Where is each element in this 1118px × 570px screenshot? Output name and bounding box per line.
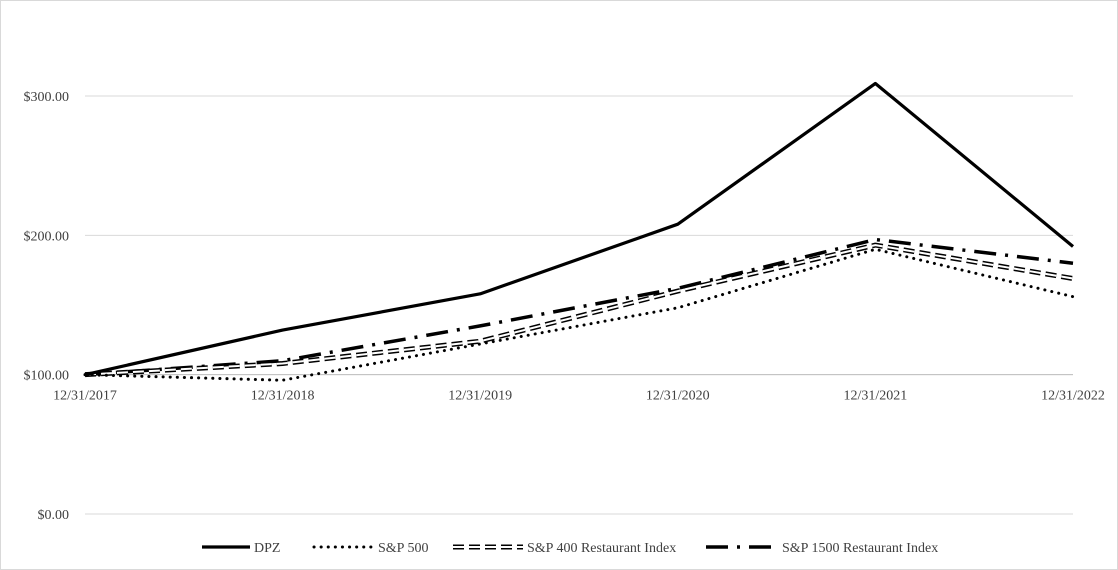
legend-item-sp-500: S&P 500 bbox=[312, 541, 428, 556]
legend: DPZ S&P 500 S&P 400 Restaurant Index S&P 15… bbox=[202, 541, 938, 556]
y-tick-label: $300.00 bbox=[24, 90, 70, 105]
legend-label: S&P 400 Restaurant Index bbox=[527, 541, 676, 556]
y-tick-label: $0.00 bbox=[38, 508, 70, 523]
legend-item-dpz: DPZ bbox=[202, 541, 280, 556]
x-tick-label: 12/31/2020 bbox=[646, 389, 710, 404]
x-tick-label: 12/31/2019 bbox=[448, 389, 512, 404]
x-tick-label: 12/31/2018 bbox=[251, 389, 315, 404]
x-tick-label: 12/31/2017 bbox=[53, 389, 117, 404]
legend-item-sp-1500-restaurant-index: S&P 1500 Restaurant Index bbox=[706, 541, 938, 556]
y-tick-label: $100.00 bbox=[24, 369, 70, 384]
y-axis-ticks: $0.00 $100.00 $200.00 $300.00 bbox=[24, 90, 70, 523]
legend-item-sp-400-restaurant-index: S&P 400 Restaurant Index bbox=[453, 541, 676, 556]
y-tick-label: $200.00 bbox=[24, 229, 70, 244]
x-axis-ticks: 12/31/2017 12/31/2018 12/31/2019 12/31/2020… bbox=[53, 389, 1105, 404]
series-line-dpz bbox=[84, 81, 1075, 377]
x-tick-label: 12/31/2022 bbox=[1041, 389, 1105, 404]
legend-label: S&P 1500 Restaurant Index bbox=[782, 541, 938, 556]
x-tick-label: 12/31/2021 bbox=[844, 389, 908, 404]
series-line-sp-500 bbox=[83, 247, 1075, 382]
legend-label: S&P 500 bbox=[378, 541, 428, 556]
series-line-sp-400-restaurant-index bbox=[84, 242, 1074, 378]
series-line-sp-1500-restaurant-index bbox=[84, 237, 1074, 377]
gridlines bbox=[85, 95, 1073, 515]
series-lines bbox=[83, 81, 1075, 382]
legend-label: DPZ bbox=[254, 541, 280, 556]
